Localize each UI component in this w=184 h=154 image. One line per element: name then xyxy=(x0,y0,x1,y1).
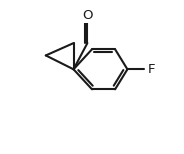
Text: O: O xyxy=(82,9,93,22)
Text: F: F xyxy=(147,63,155,76)
